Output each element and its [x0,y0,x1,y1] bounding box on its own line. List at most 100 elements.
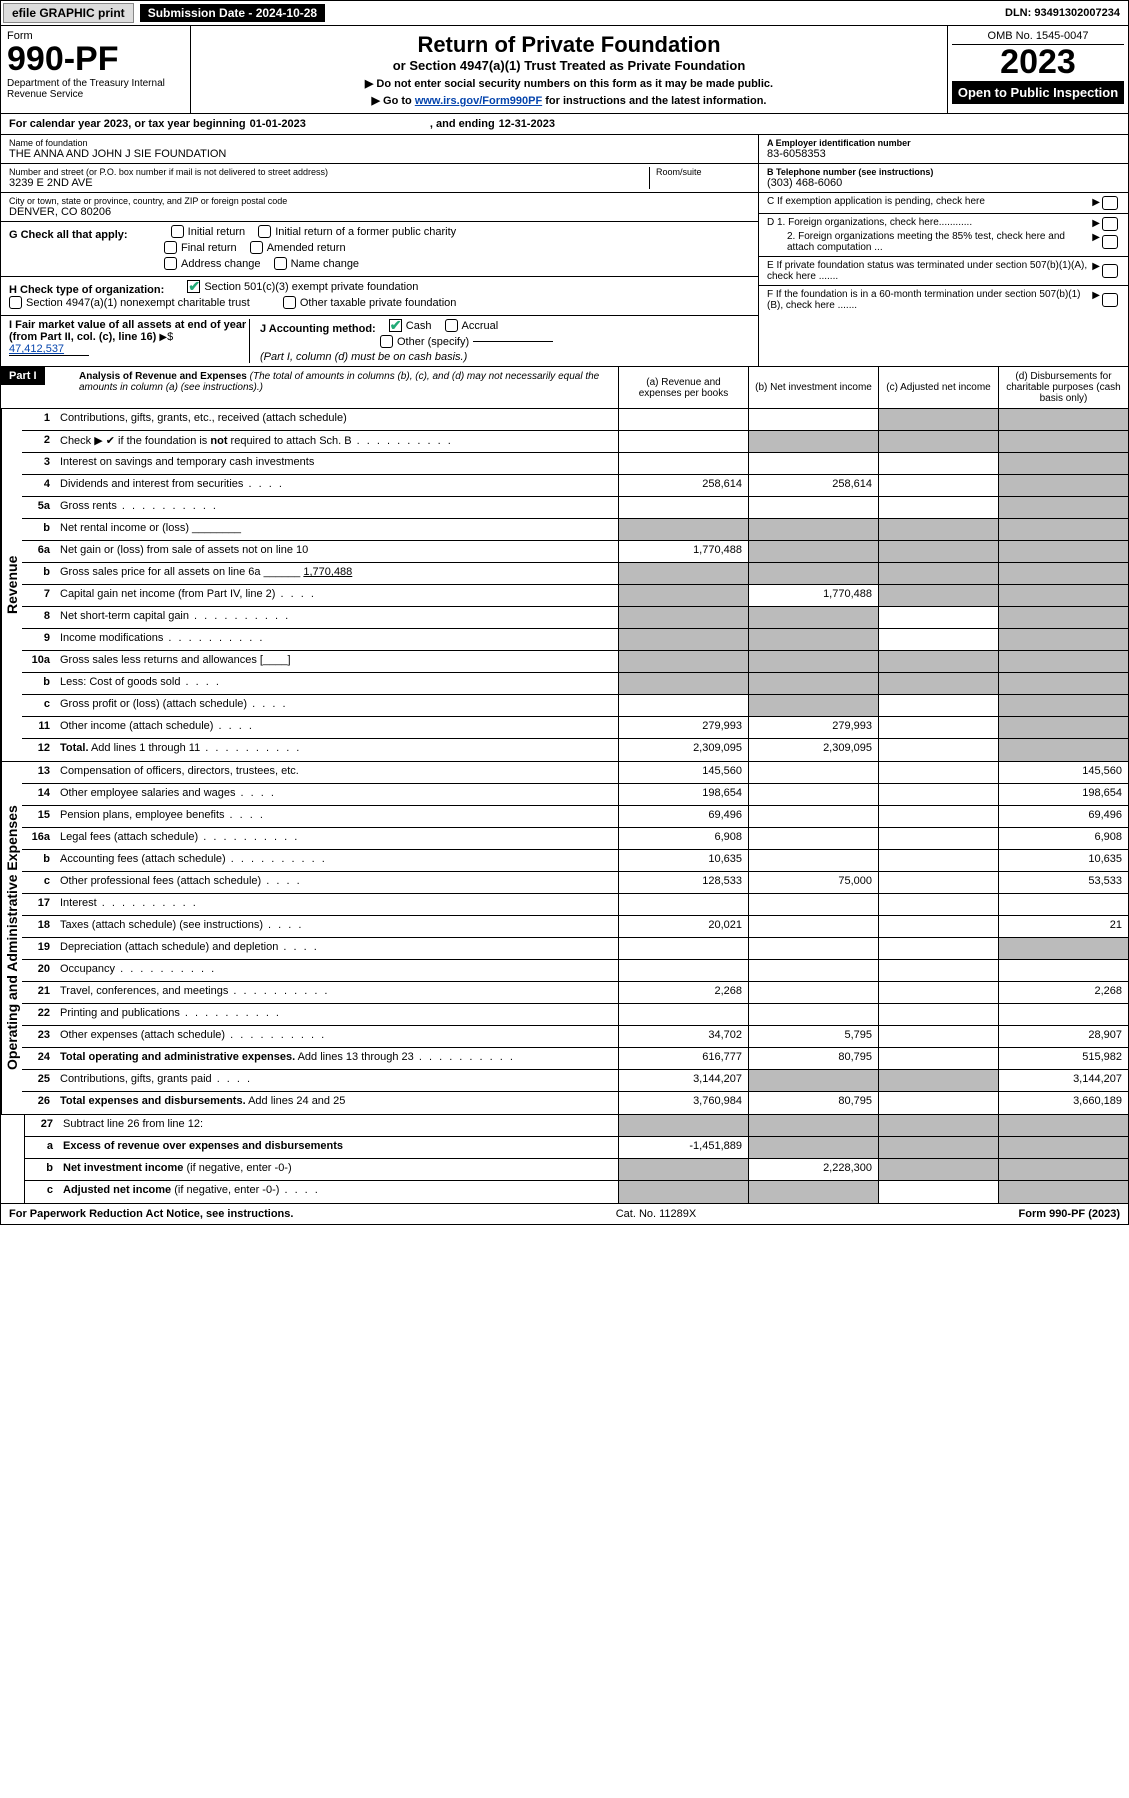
chk-d2[interactable] [1102,235,1118,249]
calendar-year-row: For calendar year 2023, or tax year begi… [0,114,1129,135]
cell-2-d [998,431,1128,452]
chk-c[interactable] [1102,196,1118,210]
chk-final[interactable] [164,241,177,254]
part1-header: Part I Analysis of Revenue and Expenses … [0,367,1129,409]
cell-8-c [878,607,998,628]
cell-9-d [998,629,1128,650]
cell-1-d [998,409,1128,430]
chk-d1[interactable] [1102,217,1118,231]
cell-1-a [618,409,748,430]
cell-1-c [878,409,998,430]
cell-4-a: 258,614 [618,475,748,496]
chk-accrual[interactable] [445,319,458,332]
cell-2-c [878,431,998,452]
cell-21-c [878,982,998,1003]
cell-8-d [998,607,1128,628]
cell-6a-b [748,541,878,562]
chk-4947[interactable] [9,296,22,309]
chk-e[interactable] [1102,264,1118,278]
cell-3-b [748,453,878,474]
cell-b-c [878,519,998,540]
col-a: (a) Revenue and expenses per books [618,367,748,408]
footer-right: Form 990-PF (2023) [1019,1208,1120,1220]
form-number: 990-PF [7,42,184,76]
cell-18-c [878,916,998,937]
cell-3-a [618,453,748,474]
cell-16a-a: 6,908 [618,828,748,849]
chk-addr[interactable] [164,257,177,270]
cell-24-d: 515,982 [998,1048,1128,1069]
section-label-revenue: Revenue [1,409,22,761]
cell-10a-c [878,651,998,672]
cell-4-c [878,475,998,496]
cell-19-d [998,938,1128,959]
cell-b-a [618,519,748,540]
cell-24-b: 80,795 [748,1048,878,1069]
cell-12-b: 2,309,095 [748,739,878,761]
chk-other[interactable] [380,335,393,348]
row-b: bNet rental income or (loss) ________ [22,519,1128,541]
cell-5a-a [618,497,748,518]
ein: 83-6058353 [767,148,1120,160]
cell-b-d [998,563,1128,584]
cell-23-a: 34,702 [618,1026,748,1047]
cell-18-d: 21 [998,916,1128,937]
cell-26-c [878,1092,998,1114]
cell-6a-c [878,541,998,562]
cell-8-a [618,607,748,628]
cell-16a-b [748,828,878,849]
row-6a: 6aNet gain or (loss) from sale of assets… [22,541,1128,563]
chk-initial[interactable] [171,225,184,238]
chk-initial-former[interactable] [258,225,271,238]
efile-btn[interactable]: efile GRAPHIC print [3,3,134,23]
cell-7-d [998,585,1128,606]
row-c: cGross profit or (loss) (attach schedule… [22,695,1128,717]
cell-20-b [748,960,878,981]
cell-2-a [618,431,748,452]
cell-27-d [998,1115,1128,1136]
city-label: City or town, state or province, country… [9,196,750,206]
cell-6a-a: 1,770,488 [618,541,748,562]
row-c: cOther professional fees (attach schedul… [22,872,1128,894]
row-1: 1Contributions, gifts, grants, etc., rec… [22,409,1128,431]
cell-23-c [878,1026,998,1047]
tel-label: B Telephone number (see instructions) [767,167,1120,177]
cell-b-b [748,850,878,871]
cell-c-d: 53,533 [998,872,1128,893]
row-b: bAccounting fees (attach schedule)10,635… [22,850,1128,872]
row-2: 2Check ▶ ✔ if the foundation is not requ… [22,431,1128,453]
row-18: 18Taxes (attach schedule) (see instructi… [22,916,1128,938]
cell-9-b [748,629,878,650]
irs-link[interactable]: www.irs.gov/Form990PF [415,95,542,107]
cell-6a-d [998,541,1128,562]
chk-name[interactable] [274,257,287,270]
cell-c-a [618,1181,748,1203]
cell-a-a: -1,451,889 [618,1137,748,1158]
cell-12-d [998,739,1128,761]
chk-501c3[interactable] [187,280,200,293]
chk-cash[interactable] [389,319,402,332]
tax-year: 2023 [952,45,1124,79]
fmv-value[interactable]: 47,412,537 [9,343,89,356]
cell-c-c [878,1181,998,1203]
footer: For Paperwork Reduction Act Notice, see … [0,1204,1129,1225]
chk-other-tax[interactable] [283,296,296,309]
cell-13-b [748,762,878,783]
cell-b-c [878,563,998,584]
cell-b-d [998,1159,1128,1180]
cell-10a-a [618,651,748,672]
cell-17-b [748,894,878,915]
cell-b-a: 10,635 [618,850,748,871]
cell-10a-b [748,651,878,672]
cell-26-d: 3,660,189 [998,1092,1128,1114]
cell-c-c [878,872,998,893]
ein-label: A Employer identification number [767,138,1120,148]
cell-1-b [748,409,878,430]
cell-11-a: 279,993 [618,717,748,738]
chk-amended[interactable] [250,241,263,254]
cell-13-a: 145,560 [618,762,748,783]
chk-f[interactable] [1102,293,1118,307]
cell-25-b [748,1070,878,1091]
row-14: 14Other employee salaries and wages198,6… [22,784,1128,806]
cell-15-a: 69,496 [618,806,748,827]
